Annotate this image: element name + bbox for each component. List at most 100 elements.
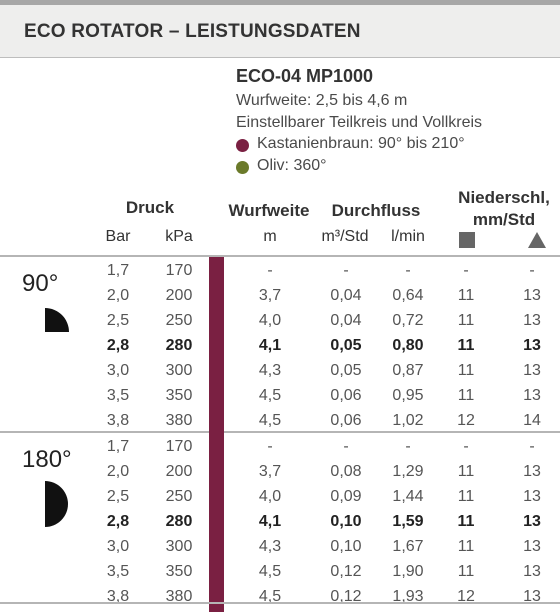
cell-wurfweite: 4,5 (258, 412, 282, 429)
cell-niederschl-square: - (463, 262, 469, 279)
table-row: 3,8 380 4,5 0,06 1,02 12 14 (0, 408, 560, 433)
cell-niederschl-triangle: 13 (523, 538, 541, 555)
col-header-druck: Druck (125, 198, 175, 217)
cell-bar: 2,0 (106, 463, 130, 480)
cell-l-min: 1,67 (392, 538, 424, 555)
cell-m3-std: 0,10 (330, 538, 362, 555)
cell-bar: 2,0 (106, 287, 130, 304)
cell-m3-std: 0,09 (330, 488, 362, 505)
cell-wurfweite: 4,0 (258, 488, 282, 505)
cell-l-min: 0,80 (392, 337, 424, 354)
triangle-icon (528, 232, 546, 248)
cell-bar: 3,8 (106, 412, 130, 429)
quarter-circle-icon (45, 308, 69, 332)
throw-range: Wurfweite: 2,5 bis 4,6 m (236, 92, 408, 109)
cell-kpa: 170 (165, 438, 193, 455)
cell-bar: 2,5 (106, 312, 130, 329)
cell-kpa: 380 (165, 412, 193, 429)
cell-l-min: 1,59 (392, 513, 424, 530)
cell-niederschl-square: 11 (457, 387, 475, 404)
cell-niederschl-triangle: - (529, 438, 535, 455)
cell-niederschl-triangle: 14 (523, 412, 541, 429)
cell-kpa: 200 (165, 463, 193, 480)
cell-l-min: 1,90 (392, 563, 424, 580)
table-row: 1,7 170 - - - - - (0, 434, 560, 459)
cell-l-min: 0,87 (392, 362, 424, 379)
cell-bar: 3,5 (106, 387, 130, 404)
cell-m3-std: - (343, 438, 349, 455)
cell-niederschl-triangle: 13 (523, 463, 541, 480)
cell-m3-std: 0,04 (330, 312, 362, 329)
square-icon (459, 232, 475, 248)
cell-m3-std: 0,12 (330, 563, 362, 580)
table-row: 2,5 250 4,0 0,04 0,72 11 13 (0, 308, 560, 333)
cell-kpa: 350 (165, 563, 193, 580)
table-row: 2,8 280 4,1 0,10 1,59 11 13 (0, 509, 560, 534)
color-dot-maroon (236, 139, 249, 152)
color-label-olive: Oliv: 360° (257, 157, 327, 174)
cell-niederschl-square: - (463, 438, 469, 455)
cell-m3-std: 0,05 (330, 337, 362, 354)
cell-niederschl-triangle: - (529, 262, 535, 279)
cell-niederschl-square: 12 (457, 412, 475, 429)
cell-l-min: 0,72 (392, 312, 424, 329)
cell-m3-std: 0,12 (330, 588, 362, 605)
table-row: 3,5 350 4,5 0,06 0,95 11 13 (0, 383, 560, 408)
cell-niederschl-square: 11 (457, 538, 475, 555)
cell-kpa: 300 (165, 538, 193, 555)
cell-wurfweite: - (267, 438, 273, 455)
cell-niederschl-triangle: 13 (523, 563, 541, 580)
cell-l-min: 1,02 (392, 412, 424, 429)
cell-niederschl-triangle: 13 (523, 488, 541, 505)
cell-wurfweite: 4,0 (258, 312, 282, 329)
cell-niederschl-triangle: 13 (523, 588, 541, 605)
table-bottom-border (0, 602, 560, 604)
cell-kpa: 280 (165, 513, 193, 530)
cell-bar: 2,5 (106, 488, 130, 505)
cell-l-min: 1,93 (392, 588, 424, 605)
cell-wurfweite: 4,3 (258, 538, 282, 555)
cell-kpa: 250 (165, 488, 193, 505)
cell-bar: 1,7 (106, 262, 130, 279)
cell-bar: 3,0 (106, 362, 130, 379)
cell-niederschl-square: 11 (457, 287, 475, 304)
col-header-bar: Bar (105, 228, 131, 245)
cell-bar: 3,8 (106, 588, 130, 605)
cell-niederschl-square: 11 (457, 312, 475, 329)
cell-m3-std: 0,06 (330, 412, 362, 429)
color-bar-maroon (209, 257, 224, 612)
cell-m3-std: 0,08 (330, 463, 362, 480)
cell-m3-std: - (343, 262, 349, 279)
cell-niederschl-square: 11 (457, 337, 475, 354)
color-label-maroon: Kastanienbraun: 90° bis 210° (257, 135, 465, 152)
cell-kpa: 380 (165, 588, 193, 605)
table-row: 2,0 200 3,7 0,04 0,64 11 13 (0, 283, 560, 308)
top-border (0, 0, 560, 5)
col-header-lmin: l/min (391, 228, 425, 245)
cell-l-min: 1,29 (392, 463, 424, 480)
col-header-niederschl-unit: mm/Std (472, 210, 536, 229)
cell-m3-std: 0,04 (330, 287, 362, 304)
cell-wurfweite: 3,7 (258, 463, 282, 480)
cell-niederschl-triangle: 13 (523, 362, 541, 379)
cell-kpa: 170 (165, 262, 193, 279)
cell-bar: 2,8 (106, 513, 130, 530)
cell-wurfweite: 4,1 (258, 337, 282, 354)
cell-m3-std: 0,05 (330, 362, 362, 379)
cell-niederschl-square: 11 (457, 488, 475, 505)
col-header-m3: m³/Std (321, 228, 369, 245)
cell-niederschl-triangle: 13 (523, 513, 541, 530)
table-row: 2,0 200 3,7 0,08 1,29 11 13 (0, 459, 560, 484)
cell-niederschl-square: 12 (457, 588, 475, 605)
cell-wurfweite: 4,5 (258, 387, 282, 404)
cell-niederschl-triangle: 13 (523, 337, 541, 354)
half-circle-icon (45, 481, 68, 527)
cell-l-min: 0,95 (392, 387, 424, 404)
table-row: 3,0 300 4,3 0,10 1,67 11 13 (0, 534, 560, 559)
cell-niederschl-triangle: 13 (523, 312, 541, 329)
cell-bar: 1,7 (106, 438, 130, 455)
table-row: 2,5 250 4,0 0,09 1,44 11 13 (0, 484, 560, 509)
col-header-niederschl: Niederschl, (458, 188, 550, 207)
cell-bar: 3,0 (106, 538, 130, 555)
cell-l-min: - (405, 438, 411, 455)
